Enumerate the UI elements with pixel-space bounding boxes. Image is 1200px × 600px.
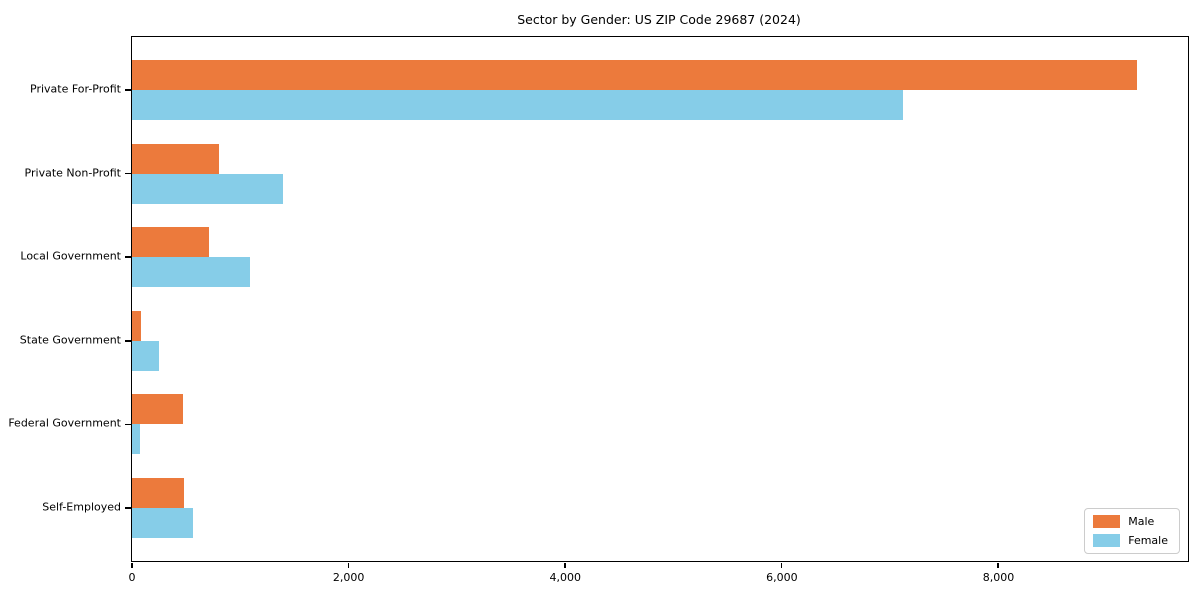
- x-tick-0: [131, 563, 133, 568]
- x-tick-2: [564, 563, 566, 568]
- y-tick-4: [125, 423, 131, 426]
- bar-male-1: [132, 143, 219, 174]
- female-swatch-icon: [1093, 534, 1121, 547]
- y-tick-label-0: Private For-Profit: [30, 82, 121, 96]
- legend-label-female: Female: [1128, 534, 1168, 547]
- x-tick-label-2: 4,000: [549, 571, 581, 584]
- y-tick-1: [125, 172, 131, 175]
- bar-male-3: [132, 310, 142, 341]
- legend-item-female: Female: [1093, 534, 1168, 547]
- y-tick-label-1: Private Non-Profit: [24, 166, 121, 180]
- bar-male-2: [132, 227, 209, 258]
- x-axis: 0 2,000 4,000 6,000 8,000: [128, 563, 1187, 593]
- x-tick-4: [997, 563, 999, 568]
- y-tick-label-2: Local Government: [20, 249, 121, 263]
- bar-male-5: [132, 477, 184, 508]
- bar-male-4: [132, 394, 184, 425]
- x-tick-label-3: 6,000: [766, 571, 798, 584]
- bar-male-0: [132, 60, 1138, 91]
- bar-female-4: [132, 424, 140, 455]
- x-tick-label-4: 8,000: [982, 571, 1015, 584]
- y-axis-labels: Private For-Profit Private Non-Profit Loca…: [0, 36, 121, 560]
- bar-female-3: [132, 340, 159, 371]
- male-swatch-icon: [1093, 515, 1121, 528]
- y-tick-label-5: Self-Employed: [42, 500, 121, 514]
- x-tick-label-0: 0: [128, 571, 136, 584]
- y-tick-2: [125, 256, 131, 258]
- bar-female-2: [132, 257, 250, 288]
- bar-female-0: [132, 90, 904, 121]
- y-tick-label-4: Federal Government: [8, 416, 121, 430]
- bar-female-5: [132, 507, 193, 538]
- y-tick-label-3: State Government: [19, 333, 121, 347]
- y-tick-5: [125, 507, 131, 509]
- bar-female-1: [132, 173, 283, 204]
- x-tick-3: [780, 563, 783, 568]
- legend: Male Female: [1084, 508, 1180, 554]
- plot-area: Male Female: [125, 36, 1189, 562]
- x-tick-1: [347, 563, 350, 568]
- x-tick-label-1: 2,000: [332, 571, 365, 584]
- legend-label-male: Male: [1128, 515, 1155, 528]
- chart-title: Sector by Gender: US ZIP Code 29687 (202…: [517, 12, 801, 27]
- legend-item-male: Male: [1093, 515, 1168, 528]
- y-tick-3: [125, 340, 131, 342]
- y-tick-0: [125, 89, 131, 91]
